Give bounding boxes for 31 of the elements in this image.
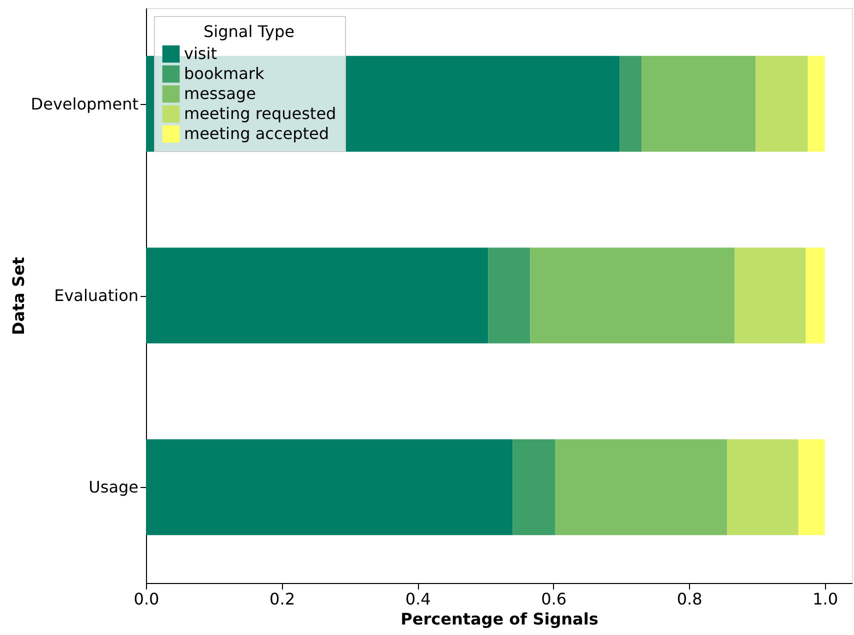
bar: [806, 248, 825, 344]
bar: [512, 439, 556, 536]
y-tick-label: Evaluation: [54, 286, 138, 305]
bar: [146, 248, 488, 344]
y-tick-label: Development: [30, 94, 138, 114]
legend-label: message: [184, 84, 256, 103]
x-tick-label: 1.0: [812, 590, 838, 608]
legend-label: visit: [184, 44, 217, 63]
bar: [808, 56, 825, 152]
bar: [734, 248, 806, 344]
bar: [555, 439, 728, 536]
x-tick-label: 0.8: [676, 590, 702, 608]
legend-title: Signal Type: [204, 22, 294, 41]
bar: [798, 439, 825, 536]
x-axis-title: Percentage of Signals: [400, 610, 598, 628]
bar: [727, 439, 798, 536]
legend-label: meeting accepted: [184, 124, 330, 143]
y-tick-label: Usage: [88, 478, 138, 497]
legend-label: bookmark: [184, 64, 265, 83]
bar: [146, 439, 513, 536]
x-tick-label: 0.4: [405, 590, 431, 608]
bar: [756, 56, 808, 152]
y-axis-title: Data Set: [8, 256, 28, 336]
x-tick-label: 0.2: [270, 590, 295, 608]
bar: [620, 56, 642, 152]
x-tick-label: 0.6: [541, 590, 567, 608]
bar: [642, 56, 756, 152]
x-tick-label: 0.0: [134, 590, 160, 608]
bar: [530, 248, 735, 344]
bar: [488, 248, 530, 344]
legend-label: meeting requested: [184, 104, 336, 123]
